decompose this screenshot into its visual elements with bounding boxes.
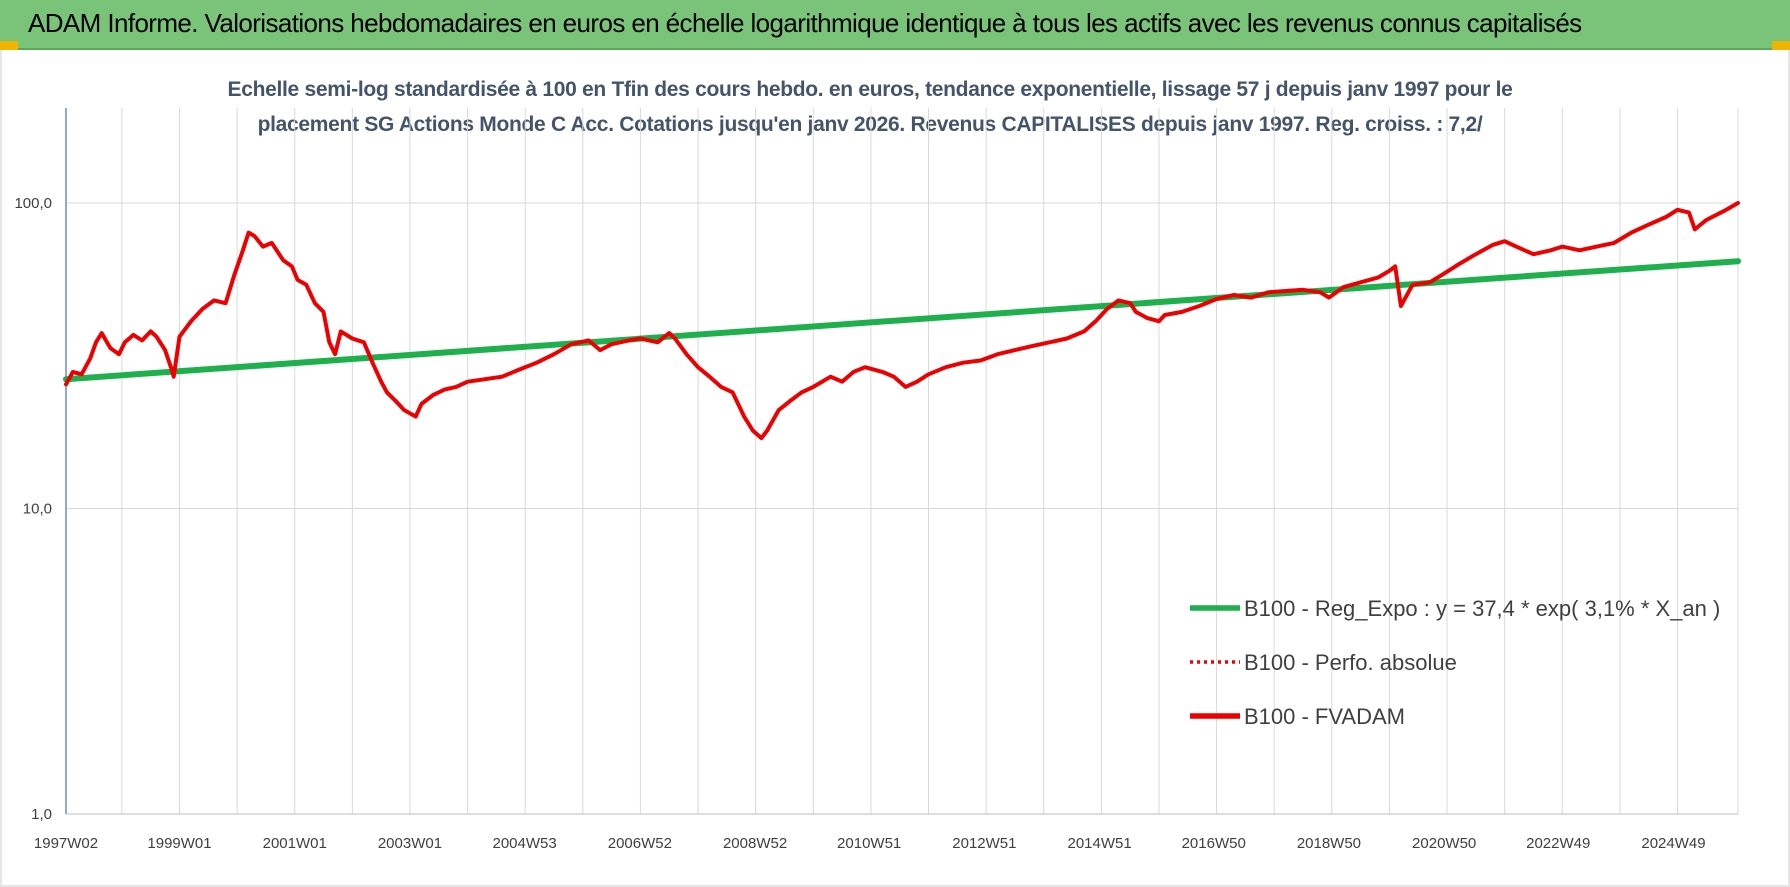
x-tick-label: 2004W53: [493, 835, 557, 852]
chart-title-line-2: placement SG Actions Monde C Acc. Cotati…: [257, 113, 1483, 136]
x-tick-label: 2003W01: [378, 835, 442, 852]
axes: 1,0 10,0 100,0 1997W02 1999W01 2001W01 2003W01…: [14, 108, 1738, 852]
x-tick-label: 2018W50: [1297, 835, 1361, 852]
legend-label: B100 - Perfo. absolue: [1244, 650, 1457, 675]
x-tick-label: 1999W01: [147, 835, 211, 852]
x-tick-label: 2024W49: [1641, 835, 1705, 852]
x-tick-label: 2014W51: [1068, 835, 1132, 852]
page-title: ADAM Informe. Valorisations hebdomadaire…: [28, 8, 1582, 38]
header-bar: ADAM Informe. Valorisations hebdomadaire…: [0, 0, 1790, 50]
chart-title-line-1: Echelle semi-log standardisée à 100 en T…: [227, 78, 1513, 101]
x-tick-label: 2012W51: [952, 835, 1016, 852]
y-tick-label: 1,0: [31, 806, 52, 823]
trend-line-reg-expo: [63, 258, 1741, 383]
y-tick-label: 100,0: [14, 195, 52, 212]
x-tick-label: 2020W50: [1412, 835, 1476, 852]
legend: B100 - Reg_Expo : y = 37,4 * exp( 3,1% *…: [1190, 596, 1720, 729]
x-tick-label: 2022W49: [1526, 835, 1590, 852]
legend-label: B100 - Reg_Expo : y = 37,4 * exp( 3,1% *…: [1244, 596, 1720, 621]
legend-label: B100 - FVADAM: [1244, 704, 1405, 729]
series-line-fvadam: [64, 201, 1740, 441]
corner-marker-right: [1772, 41, 1790, 50]
x-tick-label: 1997W02: [34, 835, 98, 852]
corner-marker-left: [0, 41, 18, 50]
x-tick-label: 2001W01: [263, 835, 327, 852]
x-tick-label: 2010W51: [837, 835, 901, 852]
x-tick-label: 2008W52: [723, 835, 787, 852]
y-tick-label: 10,0: [23, 501, 52, 518]
x-tick-label: 2006W52: [608, 835, 672, 852]
series-lines: [63, 201, 1741, 441]
gridlines: [66, 108, 1739, 815]
x-tick-label: 2016W50: [1182, 835, 1246, 852]
